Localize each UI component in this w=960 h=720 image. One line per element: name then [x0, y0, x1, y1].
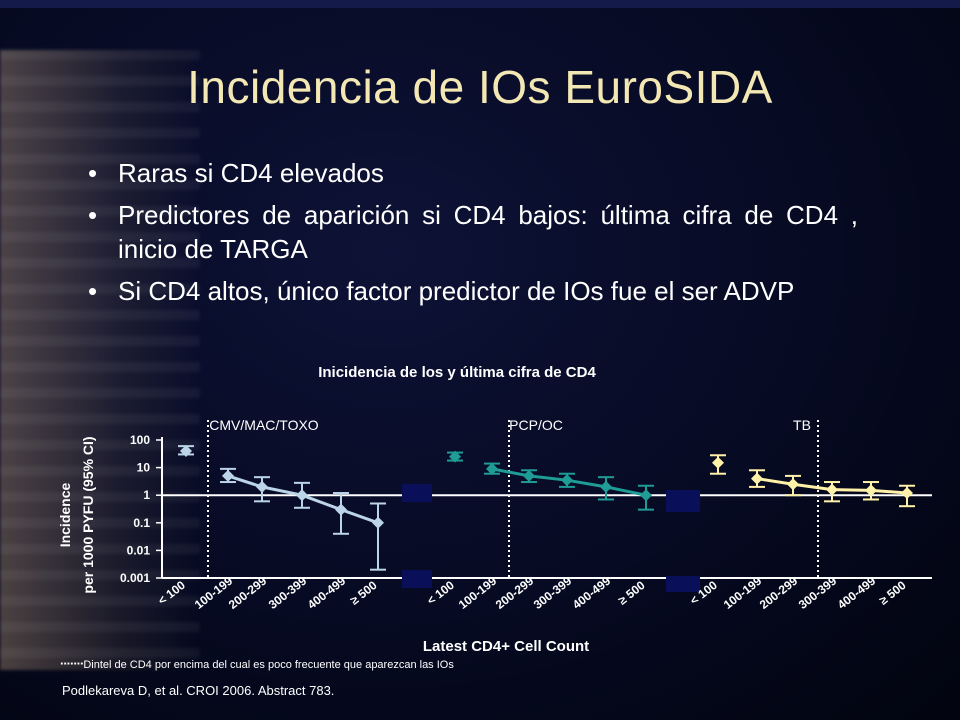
y-tick-label: 0.1 [133, 516, 150, 530]
y-axis-title: Incidence [57, 483, 73, 548]
series-label: TB [793, 417, 811, 433]
data-point [600, 480, 612, 493]
x-axis-title: Latest CD4+ Cell Count [423, 638, 589, 655]
data-point [449, 450, 461, 463]
data-point [335, 503, 347, 516]
y-tick-label: 100 [130, 433, 150, 447]
bullet-dot: • [88, 276, 98, 306]
x-tick-label: 300-399 [266, 574, 310, 612]
data-point [826, 483, 838, 496]
data-point [222, 469, 234, 482]
group-divider-box [666, 490, 700, 512]
x-tick-label: ≥ 500 [347, 578, 379, 608]
citation: Podlekareva D, et al. CROI 2006. Abstrac… [62, 683, 335, 698]
chart-title: Inicidencia de los y última cifra de CD4 [318, 364, 596, 381]
bullet-item: • Raras si CD4 elevados [88, 156, 858, 190]
background-building-image [0, 50, 200, 670]
x-tick-label: ≥ 500 [615, 578, 647, 608]
group-divider-box [666, 576, 700, 592]
bullet-item: • Si CD4 altos, único factor predictor de… [88, 274, 858, 308]
bullet-item: • Predictores de aparición si CD4 bajos: … [88, 198, 858, 266]
data-point [523, 469, 535, 482]
top-strip [0, 0, 960, 8]
bullet-list: • Raras si CD4 elevados • Predictores de a… [88, 156, 858, 316]
group-divider-box [402, 484, 432, 502]
x-tick-label: 300-399 [796, 574, 840, 612]
y-tick-label: 0.01 [127, 543, 151, 557]
x-tick-label: 400-499 [570, 574, 614, 612]
data-point [372, 516, 384, 529]
x-tick-label: 200-299 [757, 574, 801, 612]
y-tick-label: 1 [143, 488, 150, 502]
x-tick-label: 400-499 [305, 574, 349, 612]
bullet-dot: • [88, 158, 98, 188]
y-tick-label: 0.001 [120, 571, 150, 585]
y-axis-title-line2: per 1000 PYFU (95% CI) [80, 436, 96, 593]
data-point [486, 462, 498, 475]
data-point [787, 478, 799, 491]
data-point [561, 474, 573, 487]
x-tick-label: 100-199 [456, 574, 500, 612]
threshold-dotted-legend: ······· [60, 656, 84, 671]
data-point [180, 444, 192, 457]
incidence-chart: 100 10 1 0.1 0.01 0.001 Incidence per 1000 PYFU… [57, 417, 932, 655]
bullet-dot: • [88, 200, 98, 230]
data-point [256, 480, 268, 493]
x-tick-label: 400-499 [835, 574, 879, 612]
data-point [751, 472, 763, 485]
data-point [712, 456, 724, 469]
footnote: ·······Dintel de CD4 por encima del cual… [60, 656, 454, 671]
data-point [640, 489, 652, 502]
x-tick-label: ≥ 500 [876, 578, 908, 608]
y-tick-label: 10 [137, 461, 151, 475]
x-tick-label: 300-399 [531, 574, 575, 612]
series-label: CMV/MAC/TOXO [209, 417, 319, 433]
data-point [901, 487, 913, 500]
x-tick-label: 200-299 [493, 574, 537, 612]
footnote-text: Dintel de CD4 por encima del cual es poc… [83, 659, 454, 671]
group-divider-box [402, 570, 432, 588]
data-point [296, 489, 308, 502]
x-tick-label: 100-199 [721, 574, 765, 612]
x-tick-label: 200-299 [226, 574, 270, 612]
series-label: PCP/OC [509, 417, 563, 433]
bullet-text: Raras si CD4 elevados [118, 158, 384, 188]
slide-title: Incidencia de IOs EuroSIDA [187, 61, 773, 113]
data-point [865, 484, 877, 497]
x-tick-label: < 100 [155, 578, 188, 608]
bullet-text: Predictores de aparición si CD4 bajos: ú… [118, 200, 858, 264]
bullet-text: Si CD4 altos, único factor predictor de … [118, 276, 795, 306]
